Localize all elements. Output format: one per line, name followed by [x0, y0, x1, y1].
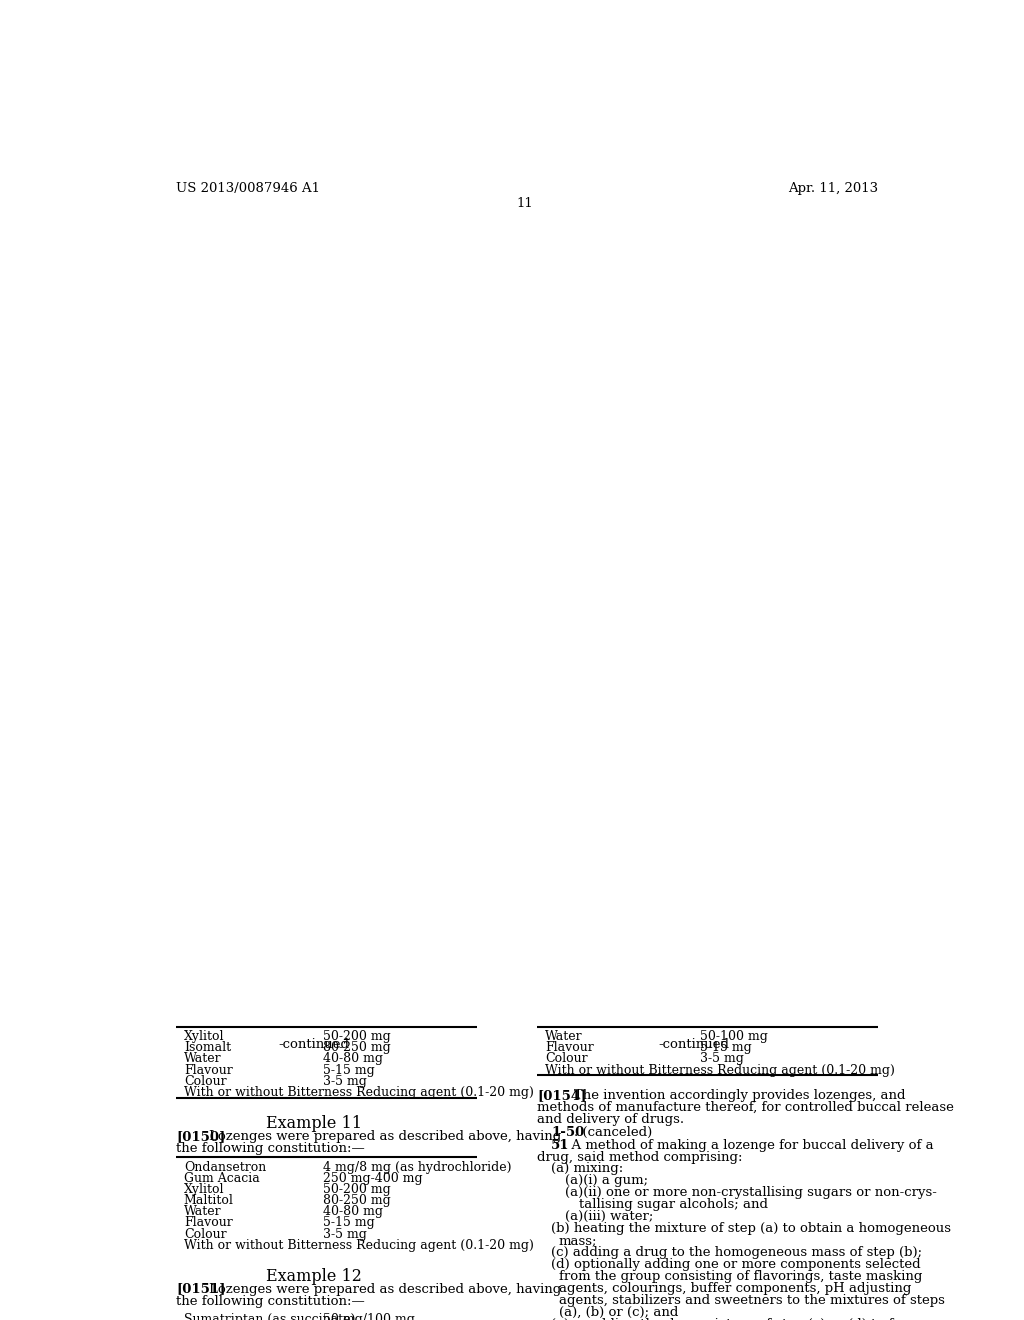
Text: 5-15 mg: 5-15 mg: [324, 1064, 375, 1077]
Text: 50-200 mg: 50-200 mg: [324, 1183, 391, 1196]
Text: tallising sugar alcohols; and: tallising sugar alcohols; and: [579, 1199, 768, 1212]
Text: [0151]: [0151]: [176, 1283, 225, 1296]
Text: the following constitution:—: the following constitution:—: [176, 1142, 365, 1155]
Text: -continued: -continued: [658, 1038, 729, 1051]
Text: (a) mixing:: (a) mixing:: [551, 1163, 624, 1176]
Text: 5-15 mg: 5-15 mg: [700, 1041, 752, 1055]
Text: agents, stabilizers and sweetners to the mixtures of steps: agents, stabilizers and sweetners to the…: [559, 1294, 945, 1307]
Text: Apr. 11, 2013: Apr. 11, 2013: [788, 182, 879, 194]
Text: US 2013/0087946 A1: US 2013/0087946 A1: [176, 182, 321, 194]
Text: Xylitol: Xylitol: [183, 1030, 224, 1043]
Text: Flavour: Flavour: [183, 1064, 232, 1077]
Text: (a)(i) a gum;: (a)(i) a gum;: [565, 1175, 648, 1188]
Text: Lozenges were prepared as described above, having: Lozenges were prepared as described abov…: [209, 1130, 561, 1143]
Text: [0150]: [0150]: [176, 1130, 225, 1143]
Text: 80-250 mg: 80-250 mg: [324, 1041, 391, 1055]
Text: Flavour: Flavour: [545, 1041, 594, 1055]
Text: 50-200 mg: 50-200 mg: [324, 1030, 391, 1043]
Text: and delivery of drugs.: and delivery of drugs.: [538, 1113, 684, 1126]
Text: . (canceled): . (canceled): [573, 1126, 652, 1139]
Text: 40-80 mg: 40-80 mg: [324, 1052, 383, 1065]
Text: The invention accordingly provides lozenges, and: The invention accordingly provides lozen…: [574, 1089, 906, 1102]
Text: -continued: -continued: [279, 1038, 349, 1051]
Text: Lozenges were prepared as described above, having: Lozenges were prepared as described abov…: [209, 1283, 561, 1296]
Text: 11: 11: [516, 197, 534, 210]
Text: Colour: Colour: [183, 1228, 226, 1241]
Text: Isomalt: Isomalt: [183, 1041, 231, 1055]
Text: the following constitution:—: the following constitution:—: [176, 1295, 365, 1308]
Text: Colour: Colour: [545, 1052, 588, 1065]
Text: 5-15 mg: 5-15 mg: [324, 1217, 375, 1229]
Text: With or without Bitterness Reducing agent (0.1-20 mg): With or without Bitterness Reducing agen…: [183, 1238, 534, 1251]
Text: [0154]: [0154]: [538, 1089, 587, 1102]
Text: agents, colourings, buffer components, pH adjusting: agents, colourings, buffer components, p…: [559, 1282, 911, 1295]
Text: Colour: Colour: [183, 1074, 226, 1088]
Text: 3-5 mg: 3-5 mg: [700, 1052, 743, 1065]
Text: 50-100 mg: 50-100 mg: [700, 1030, 768, 1043]
Text: Water: Water: [183, 1052, 221, 1065]
Text: Xylitol: Xylitol: [183, 1183, 224, 1196]
Text: . A method of making a lozenge for buccal delivery of a: . A method of making a lozenge for bucca…: [563, 1139, 934, 1151]
Text: Example 12: Example 12: [266, 1267, 361, 1284]
Text: drug, said method comprising:: drug, said method comprising:: [538, 1151, 742, 1163]
Text: Water: Water: [545, 1030, 583, 1043]
Text: 80-250 mg: 80-250 mg: [324, 1195, 391, 1206]
Text: (a)(ii) one or more non-crystallising sugars or non-crys-: (a)(ii) one or more non-crystallising su…: [565, 1187, 937, 1200]
Text: (b) heating the mixture of step (a) to obtain a homogeneous: (b) heating the mixture of step (a) to o…: [551, 1222, 951, 1236]
Text: 51: 51: [551, 1139, 569, 1151]
Text: 40-80 mg: 40-80 mg: [324, 1205, 383, 1218]
Text: mass;: mass;: [559, 1234, 597, 1247]
Text: Water: Water: [183, 1205, 221, 1218]
Text: 3-5 mg: 3-5 mg: [324, 1228, 368, 1241]
Text: methods of manufacture thereof, for controlled buccal release: methods of manufacture thereof, for cont…: [538, 1101, 954, 1114]
Text: (c) adding a drug to the homogeneous mass of step (b);: (c) adding a drug to the homogeneous mas…: [551, 1246, 923, 1259]
Text: Gum Acacia: Gum Acacia: [183, 1172, 259, 1185]
Text: 50 mg/100 mg: 50 mg/100 mg: [324, 1313, 415, 1320]
Text: Example 11: Example 11: [266, 1114, 362, 1131]
Text: Ondansetron: Ondansetron: [183, 1160, 266, 1173]
Text: Sumatriptan (as succinate): Sumatriptan (as succinate): [183, 1313, 355, 1320]
Text: from the group consisting of flavorings, taste masking: from the group consisting of flavorings,…: [559, 1270, 923, 1283]
Text: Maltitol: Maltitol: [183, 1195, 233, 1206]
Text: (a), (b) or (c); and: (a), (b) or (c); and: [559, 1305, 678, 1319]
Text: With or without Bitterness Reducing agent (0.1-20 mg): With or without Bitterness Reducing agen…: [183, 1086, 534, 1098]
Text: 1-50: 1-50: [551, 1126, 585, 1139]
Text: 4 mg/8 mg (as hydrochloride): 4 mg/8 mg (as hydrochloride): [324, 1160, 512, 1173]
Text: (e) moulding the drug mixture of step (c) or (d) to form: (e) moulding the drug mixture of step (c…: [551, 1317, 921, 1320]
Text: 3-5 mg: 3-5 mg: [324, 1074, 368, 1088]
Text: With or without Bitterness Reducing agent (0.1-20 mg): With or without Bitterness Reducing agen…: [545, 1064, 895, 1077]
Text: (a)(iii) water;: (a)(iii) water;: [565, 1210, 653, 1224]
Text: (d) optionally adding one or more components selected: (d) optionally adding one or more compon…: [551, 1258, 921, 1271]
Text: Flavour: Flavour: [183, 1217, 232, 1229]
Text: 250 mg-400 mg: 250 mg-400 mg: [324, 1172, 423, 1185]
